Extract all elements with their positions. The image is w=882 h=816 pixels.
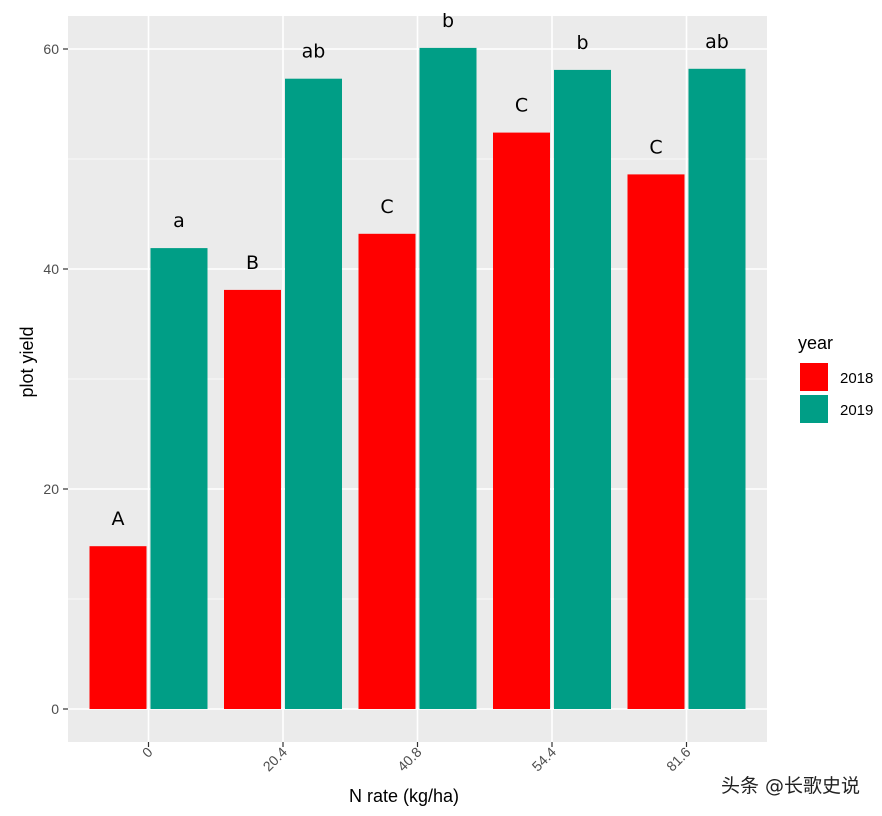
- bar-letter-label: A: [112, 508, 125, 530]
- y-axis-title: plot yield: [17, 326, 37, 397]
- bar-letter-label: ab: [302, 41, 326, 63]
- bar-2018-54.4: [493, 132, 550, 710]
- legend-label-2018: 2018: [840, 370, 873, 387]
- y-axis: 0 20 40 60: [43, 41, 68, 717]
- bar-letter-label: C: [649, 136, 662, 158]
- watermark: 头条 @长歌史说: [721, 775, 860, 797]
- y-tick-label: 40: [43, 261, 59, 277]
- bar-2018-0: [89, 546, 147, 709]
- x-axis-title: N rate (kg/ha): [349, 786, 459, 806]
- bar-2019-54.4: [554, 69, 611, 709]
- bar-2018-20.4: [224, 289, 281, 709]
- legend-key-2018: [800, 363, 828, 391]
- x-tick-label: 81.6: [663, 744, 694, 775]
- x-tick-label: 0: [139, 744, 156, 761]
- bar-letter-label: C: [515, 95, 528, 117]
- bars: [89, 47, 746, 710]
- bar-letter-label: b: [576, 32, 588, 54]
- bar-2019-0: [150, 248, 208, 709]
- bar-2019-20.4: [285, 78, 342, 709]
- y-tick-label: 20: [43, 481, 59, 497]
- x-tick-label: 54.4: [529, 744, 560, 775]
- grid-lines: [68, 16, 767, 742]
- bar-2019-40.8: [419, 47, 477, 709]
- y-tick-label: 60: [43, 41, 59, 57]
- legend-key-2019: [800, 395, 828, 423]
- bar-letter-label: C: [380, 196, 393, 218]
- bar-letter-labels: A B C C Ca ab b b ab: [112, 10, 729, 530]
- bar-2018-81.6: [627, 174, 685, 709]
- bar-2019-81.6: [688, 68, 746, 710]
- bar-2018-40.8: [358, 233, 416, 710]
- bar-letter-label: B: [246, 252, 259, 274]
- x-axis: 0 20.4 40.8 54.4 81.6: [139, 742, 694, 774]
- legend: year 2018 2019: [798, 333, 873, 423]
- y-tick-label: 0: [51, 701, 59, 717]
- legend-title: year: [798, 333, 833, 353]
- x-tick-label: 40.8: [394, 744, 425, 775]
- legend-label-2019: 2019: [840, 402, 873, 419]
- bar-letter-label: ab: [705, 31, 729, 53]
- x-tick-label: 20.4: [260, 744, 291, 775]
- bar-letter-label: b: [442, 10, 454, 32]
- bar-letter-label: a: [173, 210, 185, 232]
